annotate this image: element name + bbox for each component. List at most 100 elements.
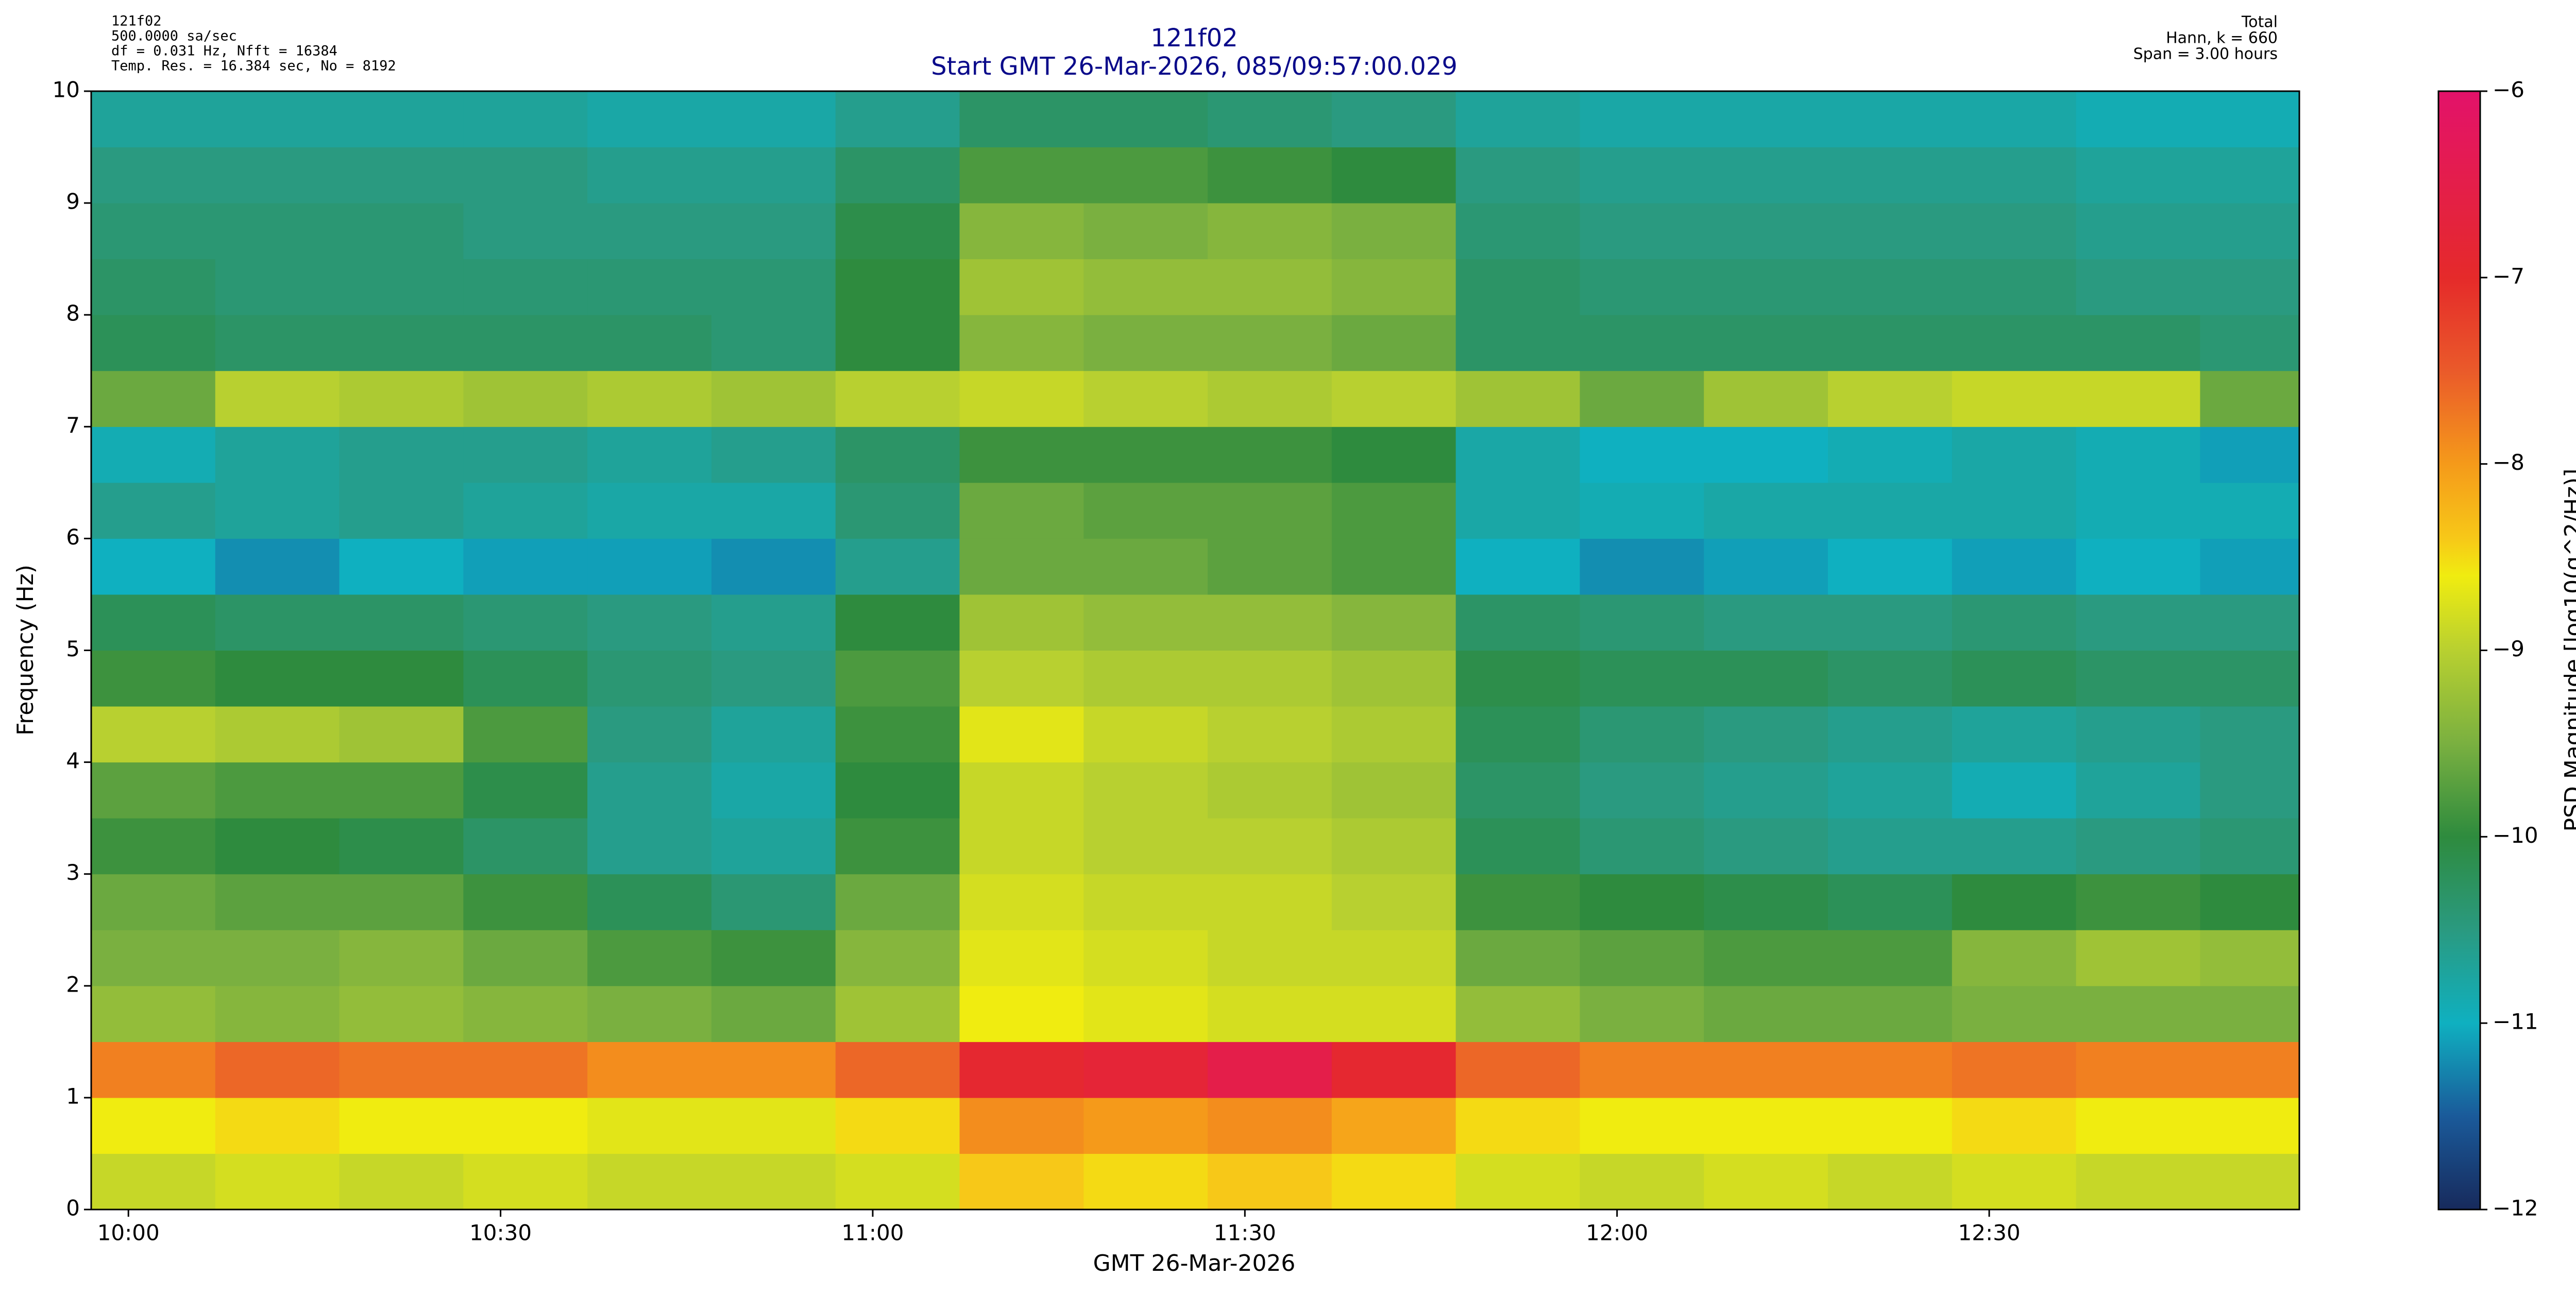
heatmap-cell (1828, 203, 1953, 260)
heatmap-cell (1331, 650, 1456, 707)
heatmap-cell (1828, 91, 1953, 148)
heatmap-cell (1208, 203, 1332, 260)
heatmap-cell (959, 1042, 1084, 1098)
heatmap-cell (2200, 650, 2300, 707)
heatmap-cell (2200, 706, 2300, 763)
heatmap-cell (1083, 818, 1208, 875)
heatmap-cell (1331, 706, 1456, 763)
heatmap-cell (1331, 1042, 1456, 1098)
y-tick-label: 7 (66, 413, 80, 438)
heatmap-cell (1208, 594, 1332, 651)
heatmap-cell (339, 203, 464, 260)
heatmap-cell (711, 482, 836, 539)
heatmap-cell (91, 762, 216, 819)
colorbar (2437, 90, 2481, 1211)
heatmap-cell (1828, 874, 1953, 930)
heatmap-cell (959, 91, 1084, 148)
colorbar-label: PSD Magnitude [log10(g^2/Hz)] (2560, 469, 2576, 832)
heatmap-cell (1331, 1097, 1456, 1154)
heatmap-cell (711, 203, 836, 260)
heatmap-cell (1083, 594, 1208, 651)
heatmap-cell (463, 818, 588, 875)
heatmap-cell (711, 315, 836, 371)
heatmap-cell (1704, 706, 1828, 763)
heatmap-cell (711, 594, 836, 651)
heatmap-cell (2200, 985, 2300, 1042)
colorbar-tick-label: −11 (2493, 1009, 2538, 1034)
heatmap-cell (1455, 91, 1580, 148)
heatmap-cell (587, 762, 712, 819)
heatmap-cell (215, 706, 340, 763)
heatmap-cell (959, 315, 1084, 371)
heatmap-cell (1331, 930, 1456, 986)
header-left-line: 121f02 (111, 13, 162, 29)
heatmap-cell (339, 482, 464, 539)
heatmap-cell (587, 259, 712, 315)
heatmap-cell (2200, 203, 2300, 260)
heatmap-cell (339, 874, 464, 930)
heatmap-cell (959, 482, 1084, 539)
heatmap-cell (587, 427, 712, 483)
heatmap-cell (2076, 427, 2200, 483)
heatmap-cell (835, 985, 960, 1042)
heatmap-cell (1952, 91, 2077, 148)
heatmap-cell (2200, 147, 2300, 203)
heatmap-cell (2200, 259, 2300, 315)
heatmap-cell (1083, 650, 1208, 707)
heatmap-cell (339, 985, 464, 1042)
heatmap-cell (587, 818, 712, 875)
heatmap-cell (1083, 762, 1208, 819)
heatmap-cell (2076, 538, 2200, 595)
heatmap-cell (1952, 706, 2077, 763)
heatmap-cell (1828, 259, 1953, 315)
heatmap-cell (1331, 538, 1456, 595)
heatmap-cell (2076, 370, 2200, 427)
heatmap-cell (711, 930, 836, 986)
heatmap-cell (2200, 538, 2300, 595)
heatmap-cell (463, 427, 588, 483)
heatmap-cell (215, 370, 340, 427)
heatmap-cell (1704, 1097, 1828, 1154)
heatmap-cell (2076, 985, 2200, 1042)
heatmap-cell (1331, 259, 1456, 315)
heatmap-cell (1208, 706, 1332, 763)
heatmap-cell (959, 1153, 1084, 1210)
heatmap-cell (711, 1097, 836, 1154)
heatmap-cell (1828, 370, 1953, 427)
heatmap-cell (215, 538, 340, 595)
heatmap-cell (1580, 91, 1704, 148)
heatmap-cell (215, 259, 340, 315)
heatmap-cell (463, 91, 588, 148)
heatmap-cell (587, 1097, 712, 1154)
heatmap-cell (339, 1153, 464, 1210)
heatmap-cell (1580, 762, 1704, 819)
heatmap-cell (835, 818, 960, 875)
heatmap-cell (1083, 874, 1208, 930)
heatmap-cell (2076, 91, 2200, 148)
heatmap-cell (2200, 370, 2300, 427)
heatmap-cell (215, 147, 340, 203)
heatmap-cell (835, 370, 960, 427)
heatmap-cell (835, 1042, 960, 1098)
heatmap-cell (1828, 650, 1953, 707)
heatmap-cell (1331, 594, 1456, 651)
heatmap-cell (835, 1097, 960, 1154)
heatmap-cell (215, 427, 340, 483)
heatmap-cell (339, 538, 464, 595)
heatmap-cell (959, 147, 1084, 203)
heatmap-cell (91, 538, 216, 595)
heatmap-cell (1083, 482, 1208, 539)
heatmap-cell (711, 91, 836, 148)
header-left-line: Temp. Res. = 16.384 sec, No = 8192 (111, 58, 396, 74)
y-tick-label: 10 (53, 77, 80, 103)
heatmap-cell (1455, 1042, 1580, 1098)
heatmap-cell (587, 203, 712, 260)
heatmap-cell (215, 91, 340, 148)
heatmap-cell (835, 203, 960, 260)
heatmap-cell (2076, 594, 2200, 651)
heatmap-cell (215, 762, 340, 819)
heatmap-cell (1331, 818, 1456, 875)
heatmap-cell (339, 370, 464, 427)
heatmap-cell (2076, 818, 2200, 875)
